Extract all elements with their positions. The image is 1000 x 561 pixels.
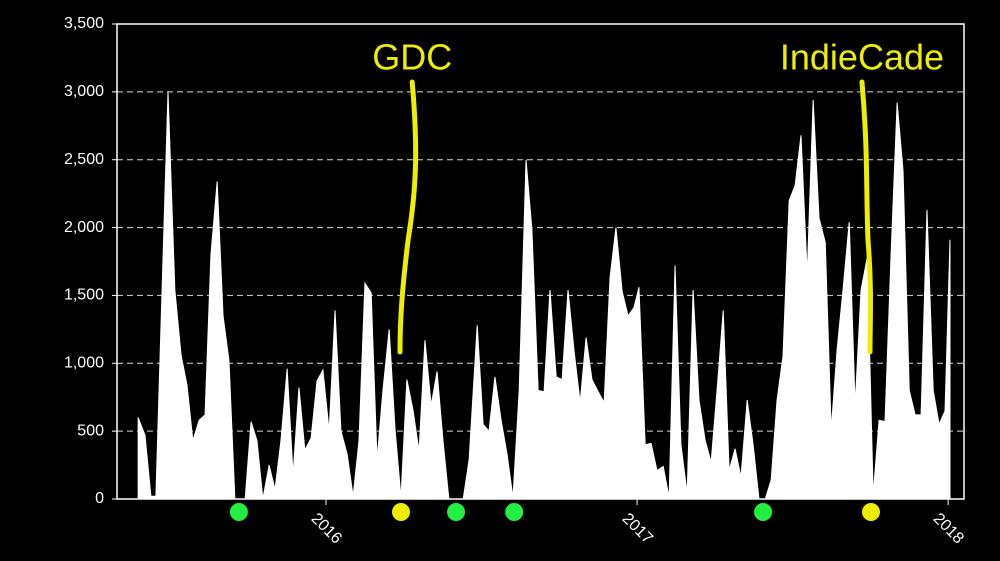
y-tick-label: 500 (77, 422, 104, 439)
annotation-pointer (859, 79, 873, 355)
y-tick-label: 0 (95, 490, 104, 507)
annotation-pointer (397, 79, 419, 355)
annotation-label: IndieCade (780, 37, 944, 78)
event-dot (754, 503, 773, 521)
event-dot (861, 503, 880, 521)
y-tick-label: 2,000 (64, 219, 104, 236)
event-dot (447, 503, 466, 521)
event-dot (505, 503, 524, 521)
y-tick-label: 3,500 (64, 15, 104, 32)
event-dot (229, 503, 248, 521)
y-tick-label: 1,500 (64, 287, 104, 304)
y-tick-label: 1,000 (64, 355, 104, 372)
annotation-label: GDC (372, 37, 452, 78)
plot-frame (116, 23, 965, 500)
event-dot (391, 503, 410, 521)
y-tick-label: 2,500 (64, 151, 104, 168)
y-tick-label: 3,000 (64, 83, 104, 100)
